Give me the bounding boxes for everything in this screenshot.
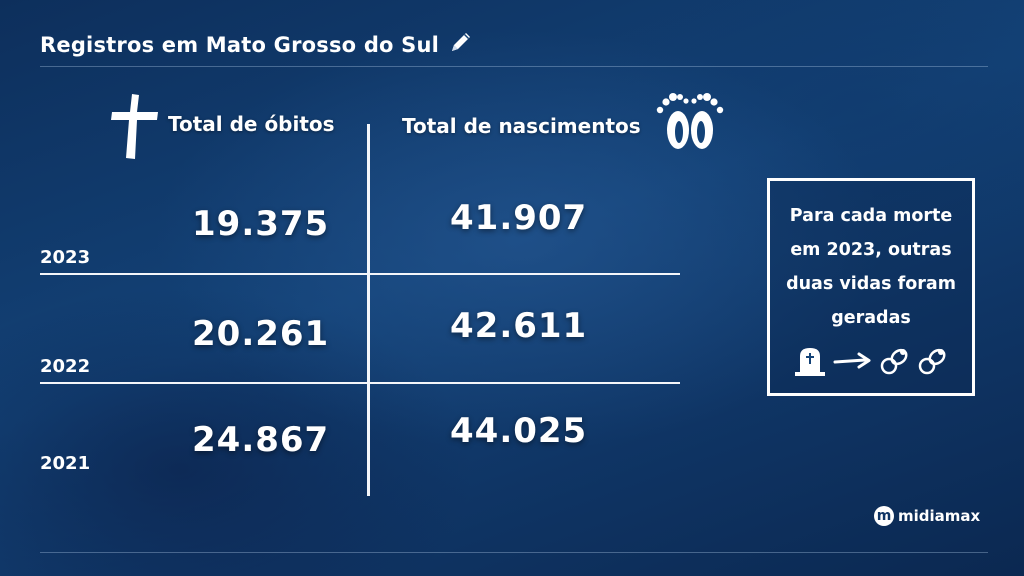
pencil-icon xyxy=(447,28,475,61)
births-2021-value: 44.025 xyxy=(450,411,588,451)
tombstone-icon xyxy=(793,345,827,381)
deaths-2022-value: 20.261 xyxy=(192,314,330,354)
year-2023-label: 2023 xyxy=(40,247,91,268)
pacifier-icon xyxy=(917,345,949,381)
logo-mark: m xyxy=(874,506,894,526)
logo-text: midiamax xyxy=(898,507,981,525)
deaths-column-header: Total de óbitos xyxy=(168,112,335,136)
baby-feet-icon xyxy=(654,92,726,162)
year-2021-label: 2021 xyxy=(40,453,91,474)
deaths-2023-value: 19.375 xyxy=(192,204,330,244)
births-2023-value: 41.907 xyxy=(450,198,588,238)
pacifier-icon xyxy=(879,345,911,381)
callout-icons xyxy=(770,345,972,381)
deaths-2021-value: 24.867 xyxy=(192,420,330,460)
year-2022-label: 2022 xyxy=(40,356,91,377)
callout-box: Para cada morte em 2023, outras duas vid… xyxy=(767,178,975,396)
callout-text: Para cada morte em 2023, outras duas vid… xyxy=(786,206,956,328)
page-title-block: Registros em Mato Grosso do Sul xyxy=(40,28,475,61)
page-title: Registros em Mato Grosso do Sul xyxy=(40,32,440,57)
births-column-header: Total de nascimentos xyxy=(402,114,641,138)
arrow-right-icon xyxy=(833,351,873,375)
midiamax-logo: m midiamax xyxy=(874,506,980,526)
column-divider xyxy=(367,124,370,496)
top-divider xyxy=(40,66,988,67)
row-divider xyxy=(40,382,680,384)
row-divider xyxy=(40,273,680,275)
births-2022-value: 42.611 xyxy=(450,306,588,346)
bottom-divider xyxy=(40,552,988,553)
cross-icon xyxy=(108,92,162,166)
